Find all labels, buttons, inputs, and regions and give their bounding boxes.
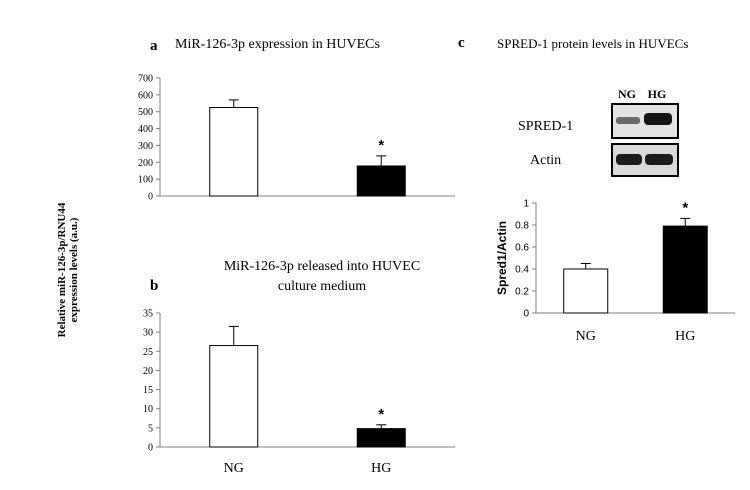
blot-actin-band-hg [645,154,673,165]
bar-ng [209,107,259,197]
y-tick-label: 0 [148,192,153,203]
blot-row-spred1: SPRED-1 [518,119,573,134]
panel-a-title: MiR-126-3p expression in HUVECs [175,37,380,52]
y-tick-label: 15 [143,385,153,396]
y-tick-label: 500 [138,107,153,118]
x-category-label: HG [675,329,695,344]
shared-y-axis-label: Relative miR-126-3p/RNU44 expression lev… [56,202,80,337]
shared-y-label-line1: Relative miR-126-3p/RNU44 [56,202,68,337]
y-tick-label: 30 [143,328,153,339]
y-tick-label: 300 [138,141,153,152]
y-tick-label: 5 [148,423,153,434]
y-tick-label: 700 [138,74,153,85]
y-tick-label: 0 [523,309,529,320]
bar-ng [563,268,609,314]
bar-hg [662,225,708,314]
bar-ng [209,345,259,448]
chart-c: 0 0.2 0.4 0.6 0.8 1 NG * HG Spred1/Actin [495,199,735,344]
bar-hg [356,428,406,448]
significance-star: * [682,199,688,216]
blot-actin-band-ng [616,154,642,165]
x-category-label: HG [371,461,391,476]
shared-y-label-line2: expression levels (a.u.) [68,217,80,322]
significance-star: * [378,137,384,154]
y-tick-label: 0.6 [515,243,529,254]
y-tick-label: 400 [138,124,153,135]
y-tick-label: 600 [138,90,153,101]
y-tick-label: 25 [143,347,153,358]
y-tick-label: 200 [138,158,153,169]
y-tick-label: 1 [523,199,529,210]
blot-lane-hg: HG [648,87,667,101]
y-tick-label: 20 [143,366,153,377]
panel-c-letter: c [458,35,465,51]
y-tick-label: 0.8 [515,221,529,232]
y-axis-label: Spred1/Actin [495,221,509,295]
panel-b-title-line2: culture medium [278,279,366,294]
chart-a: 0 100 200 300 400 500 600 700 * [138,74,455,203]
y-tick-label: 35 [143,309,153,320]
y-tick-label: 100 [138,175,153,186]
blot-spred1-band-hg [644,113,672,125]
x-category-label: NG [224,461,244,476]
significance-star: * [378,406,384,423]
panel-b-title-line1: MiR-126-3p released into HUVEC [224,259,420,274]
blot-spred1-band-ng [616,117,640,124]
blot-lane-ng: NG [618,87,636,101]
x-category-label: NG [576,329,596,344]
bar-hg [356,165,406,197]
y-tick-label: 10 [143,404,153,415]
chart-b: 0 5 10 15 20 25 30 35 NG * HG [143,309,455,476]
western-blot: NG HG SPRED-1 Actin [518,87,679,177]
panel-a-letter: a [150,38,158,54]
panel-c-title: SPRED-1 protein levels in HUVECs [497,36,688,51]
panel-b-letter: b [150,278,158,294]
y-tick-label: 0 [148,443,153,454]
y-tick-label: 0.4 [515,265,529,276]
blot-row-actin: Actin [530,153,561,168]
y-tick-label: 0.2 [515,287,529,298]
